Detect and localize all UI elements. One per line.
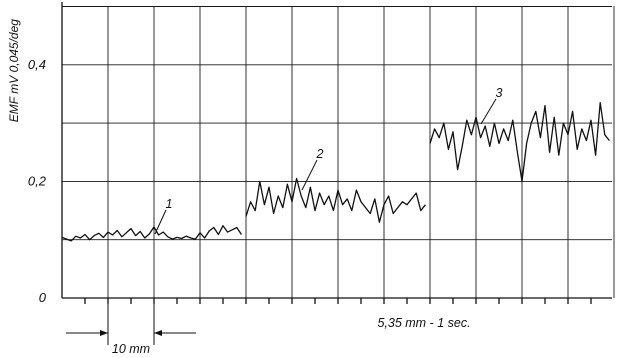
scale-bar-arrow-right — [154, 330, 162, 336]
y-tick-label: 0 — [39, 290, 47, 305]
annotation-label-3: 3 — [496, 86, 503, 100]
y-tick-labels: 0 0,2 0,4 — [28, 57, 47, 305]
grid — [62, 6, 615, 298]
scale-bar-label: 10 mm — [112, 342, 150, 356]
y-axis-title: EMF mV 0,045/deg — [7, 19, 21, 122]
annotation-leader-3 — [480, 98, 497, 125]
series-2-line — [245, 177, 426, 223]
x-axis-title: 5,35 mm - 1 sec. — [377, 316, 470, 330]
annotation-leader-2 — [301, 159, 318, 191]
scale-bar: 10 mm — [66, 298, 196, 356]
series-annotations: 1 2 3 — [154, 86, 503, 235]
y-tick-label: 0,2 — [28, 173, 47, 188]
series-traces — [61, 102, 610, 242]
annotation-leader-1 — [154, 209, 167, 235]
series-1-line — [61, 225, 242, 242]
scale-bar-arrow-left — [100, 330, 108, 336]
x-axis-ticks — [84, 298, 592, 304]
annotation-label-1: 1 — [166, 197, 173, 211]
y-tick-label: 0,4 — [28, 57, 46, 72]
annotation-label-2: 2 — [316, 147, 324, 161]
series-3-line — [429, 102, 610, 183]
